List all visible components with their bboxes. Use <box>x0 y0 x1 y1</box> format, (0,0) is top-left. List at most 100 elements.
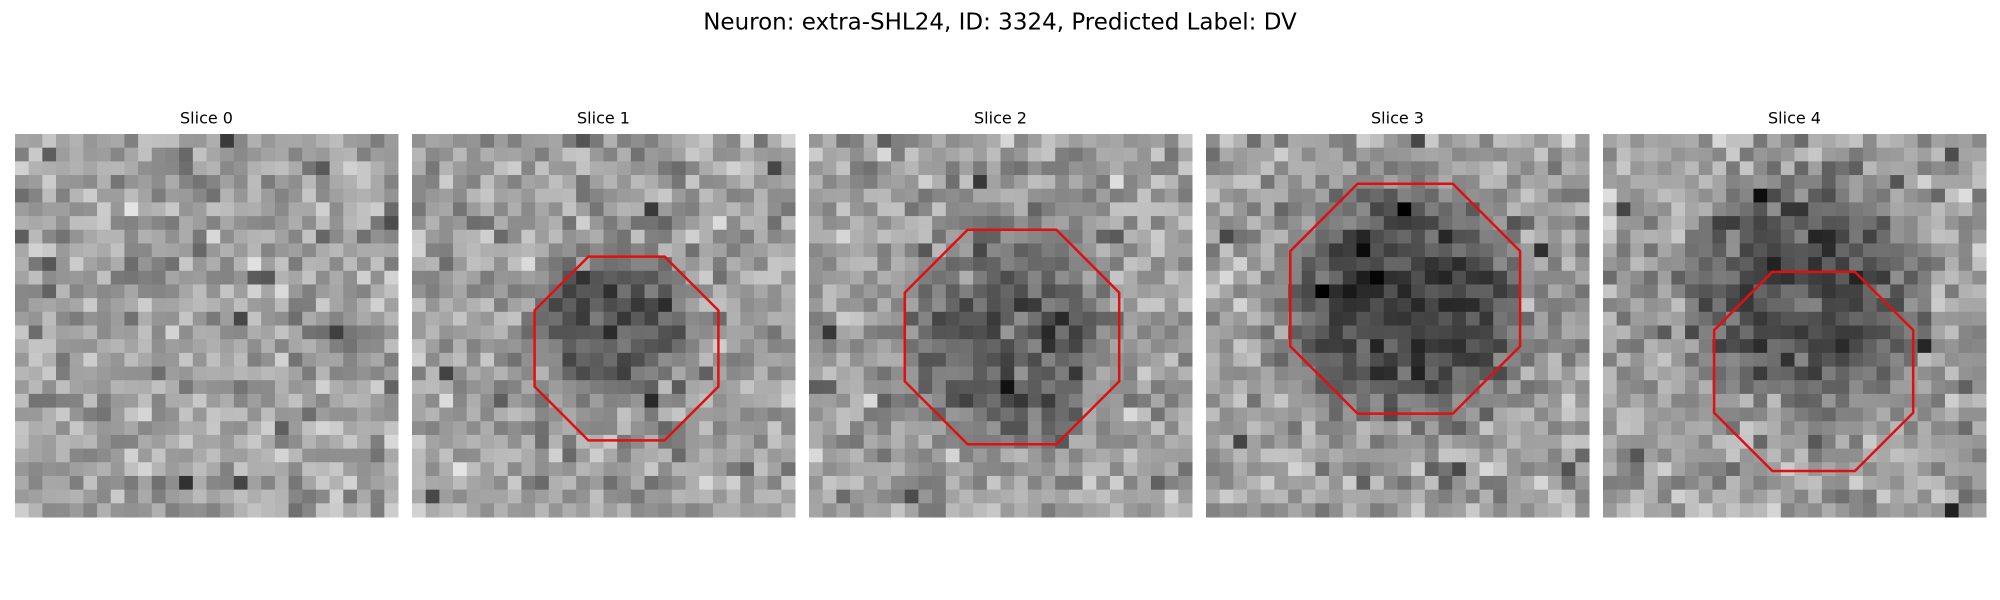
pixel <box>15 421 30 436</box>
pixel <box>712 475 728 491</box>
pixel <box>1274 216 1289 231</box>
pixel <box>1506 366 1522 381</box>
pixel <box>1274 270 1289 285</box>
pixel <box>329 298 344 313</box>
pixel <box>1000 147 1015 162</box>
pixel <box>288 134 303 149</box>
pixel <box>1178 202 1193 217</box>
pixel <box>356 161 372 176</box>
pixel <box>1041 216 1056 231</box>
pixel <box>56 270 71 285</box>
pixel <box>1958 147 1973 162</box>
pixel <box>425 421 440 436</box>
pixel <box>370 475 385 491</box>
pixel <box>1109 243 1125 258</box>
pixel <box>28 339 43 354</box>
pixel <box>535 229 550 244</box>
pixel <box>576 475 591 491</box>
pixel <box>192 462 207 477</box>
pixel <box>1958 257 1973 272</box>
pixel <box>891 352 906 368</box>
pixel <box>1726 270 1741 285</box>
pixel <box>1465 407 1481 422</box>
pixel <box>220 188 235 203</box>
pixel <box>192 366 207 381</box>
pixel <box>206 216 221 231</box>
pixel <box>507 298 522 313</box>
pixel <box>1534 134 1549 149</box>
pixel <box>1288 475 1303 491</box>
pixel <box>1424 243 1440 258</box>
pixel <box>42 202 57 217</box>
pixel <box>480 462 495 477</box>
pixel <box>1753 134 1768 149</box>
pixel <box>233 352 249 368</box>
pixel <box>179 188 194 203</box>
pixel <box>1000 243 1015 258</box>
pixel <box>247 202 262 217</box>
pixel <box>1370 352 1385 368</box>
pixel <box>781 380 796 395</box>
pixel <box>1356 462 1371 477</box>
pixel <box>466 366 481 381</box>
pixel <box>1917 147 1932 162</box>
pixel <box>192 243 207 258</box>
pixel <box>589 284 604 299</box>
pixel <box>206 503 221 518</box>
pixel <box>425 311 440 326</box>
pixel <box>1000 284 1015 299</box>
pixel <box>973 188 988 203</box>
pixel <box>1150 434 1166 450</box>
pixel <box>1903 489 1919 504</box>
pixel <box>28 284 43 299</box>
pixel <box>535 147 550 162</box>
pixel <box>1835 380 1850 395</box>
pixel <box>1917 134 1932 149</box>
pixel <box>918 257 933 272</box>
pixel <box>740 257 755 272</box>
pixel <box>1808 284 1823 299</box>
pixel <box>110 161 125 176</box>
pixel <box>1630 175 1645 190</box>
pixel <box>1274 284 1289 299</box>
pixel <box>1233 270 1248 285</box>
pixel <box>548 325 563 340</box>
pixel <box>1164 175 1179 190</box>
pixel <box>15 462 30 477</box>
pixel <box>1137 380 1152 395</box>
pixel <box>179 503 194 518</box>
pixel <box>863 257 878 272</box>
pixel <box>1068 298 1084 313</box>
pixel <box>1890 257 1905 272</box>
pixel <box>480 434 495 450</box>
pixel <box>192 161 207 176</box>
pixel <box>1767 380 1782 395</box>
pixel <box>1561 284 1576 299</box>
pixel <box>69 325 84 340</box>
pixel <box>329 434 344 450</box>
pixel <box>370 270 385 285</box>
pixel <box>781 147 796 162</box>
pixel <box>699 188 714 203</box>
pixel <box>1178 448 1193 463</box>
pixel <box>1342 475 1357 491</box>
pixel <box>1123 216 1138 231</box>
pixel <box>1616 421 1631 436</box>
pixel <box>863 448 878 463</box>
pixel <box>945 257 960 272</box>
pixel <box>1233 257 1248 272</box>
pixel <box>466 434 481 450</box>
pixel <box>1575 434 1590 450</box>
pixel <box>151 175 166 190</box>
pixel <box>1944 229 1960 244</box>
pixel <box>1794 243 1809 258</box>
pixel <box>1685 298 1700 313</box>
pixel <box>1835 284 1850 299</box>
pixel <box>1739 311 1754 326</box>
pixel <box>261 311 276 326</box>
pixel <box>110 393 125 409</box>
pixel <box>1274 434 1289 450</box>
pixel <box>1260 366 1275 381</box>
pixel <box>712 325 728 340</box>
pixel <box>1438 366 1453 381</box>
